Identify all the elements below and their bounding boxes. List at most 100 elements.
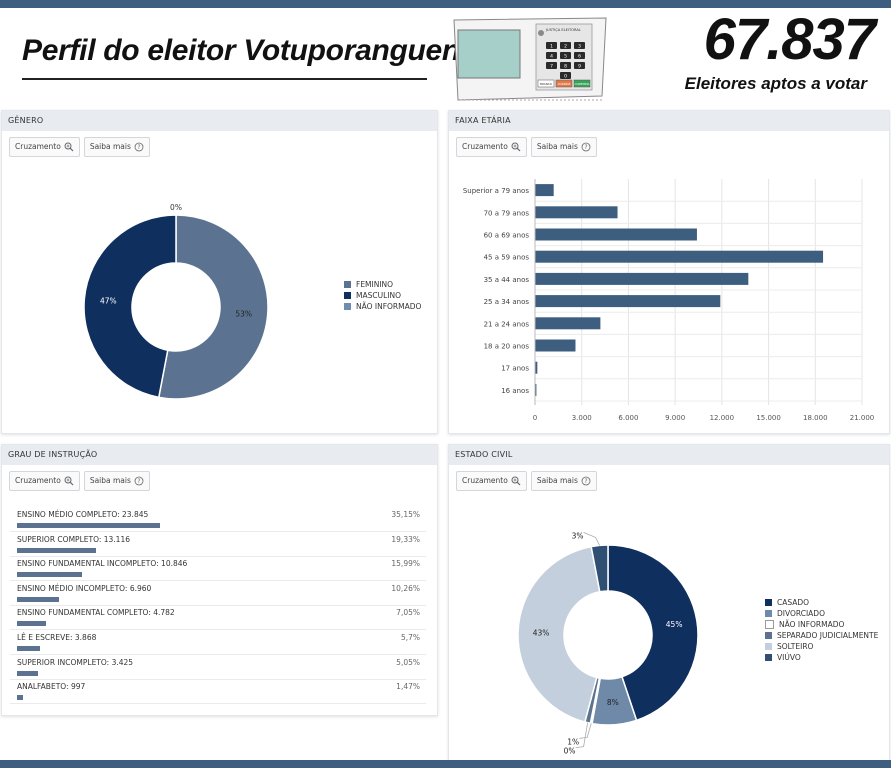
civil-leader-line xyxy=(579,723,592,739)
genero-slice[interactable] xyxy=(83,214,177,399)
legend-swatch xyxy=(344,281,351,288)
instrucao-pct: 1,47% xyxy=(396,682,420,692)
civil-leader-line xyxy=(583,532,600,546)
machine-key-label: 4 xyxy=(550,53,553,59)
instrucao-pct: 5,7% xyxy=(400,633,420,642)
cruzamento-button[interactable]: Cruzamento xyxy=(456,137,527,157)
legend-label: VIÚVO xyxy=(777,653,801,662)
civil-slice-label: 45% xyxy=(666,620,683,629)
y-tick-label: 45 a 59 anos xyxy=(484,254,530,262)
age-bar[interactable] xyxy=(535,339,576,352)
saiba-mais-button[interactable]: Saiba mais ? xyxy=(530,137,597,157)
x-tick-label: 0 xyxy=(533,414,537,422)
instrucao-pct: 7,05% xyxy=(396,608,420,618)
voters-label: Eleitores aptos a votar xyxy=(684,74,867,93)
saiba-mais-label: Saiba mais xyxy=(536,142,578,151)
y-tick-label: 70 a 79 anos xyxy=(484,209,530,217)
instrucao-row[interactable]: SUPERIOR COMPLETO: 13.116 19,33% xyxy=(10,532,426,557)
instrucao-row[interactable]: ANALFABETO: 997 1,47% xyxy=(10,679,426,705)
civil-legend-item[interactable]: SEPARADO JUDICIALMENTE xyxy=(765,630,878,641)
civil-leader-line xyxy=(575,722,588,749)
civil-slice[interactable] xyxy=(590,544,609,593)
machine-button-label: CONFIRMA xyxy=(575,82,590,86)
instrucao-row[interactable]: ENSINO FUNDAMENTAL INCOMPLETO: 10.846 15,… xyxy=(10,556,426,582)
help-icon: ? xyxy=(134,476,144,486)
cruzamento-button[interactable]: Cruzamento xyxy=(456,471,527,491)
instrucao-row[interactable]: ENSINO MÉDIO INCOMPLETO: 6.960 10,26% xyxy=(10,581,426,606)
instrucao-label: ENSINO FUNDAMENTAL INCOMPLETO: 10.846 xyxy=(17,559,188,569)
instrucao-bar xyxy=(17,547,96,553)
age-bar[interactable] xyxy=(535,250,824,263)
help-icon: ? xyxy=(581,142,591,152)
age-bar[interactable] xyxy=(535,361,538,374)
instrucao-pct: 35,15% xyxy=(391,510,420,519)
search-plus-icon xyxy=(511,142,521,152)
machine-key xyxy=(560,72,571,79)
age-bar[interactable] xyxy=(535,206,618,219)
instrucao-row[interactable]: SUPERIOR INCOMPLETO: 3.425 5,05% xyxy=(10,655,426,680)
saiba-mais-button[interactable]: Saiba mais ? xyxy=(530,471,597,491)
saiba-mais-button[interactable]: Saiba mais ? xyxy=(83,137,150,157)
civil-slice-label: 0% xyxy=(564,747,576,756)
saiba-mais-button[interactable]: Saiba mais ? xyxy=(83,471,150,491)
cruzamento-button[interactable]: Cruzamento xyxy=(9,137,80,157)
instrucao-label: SUPERIOR INCOMPLETO: 3.425 xyxy=(17,657,134,667)
age-bar[interactable] xyxy=(535,272,749,285)
legend-label: FEMININO xyxy=(356,280,394,289)
saiba-mais-label: Saiba mais xyxy=(89,142,131,151)
cruzamento-button[interactable]: Cruzamento xyxy=(9,471,80,491)
panel-title: GRAU DE INSTRUÇÃO xyxy=(2,445,437,465)
legend-label: MASCULINO xyxy=(356,291,401,300)
genero-legend-item[interactable]: NÃO INFORMADO xyxy=(344,301,421,312)
civil-legend-item[interactable]: VIÚVO xyxy=(765,652,878,663)
saiba-mais-label: Saiba mais xyxy=(536,476,578,485)
age-bar[interactable] xyxy=(535,295,721,308)
instrucao-label: LÊ E ESCREVE: 3.868 xyxy=(17,633,97,642)
instrucao-label: ENSINO MÉDIO INCOMPLETO: 6.960 xyxy=(17,583,152,593)
genero-legend-item[interactable]: FEMININO xyxy=(344,279,421,290)
x-tick-label: 9.000 xyxy=(665,414,685,422)
instrucao-label: ANALFABETO: 997 xyxy=(17,682,86,692)
panel-title: GÊNERO xyxy=(2,111,437,131)
machine-key-label: 6 xyxy=(578,53,581,59)
title-underline xyxy=(22,78,427,80)
instrucao-row[interactable]: ENSINO FUNDAMENTAL COMPLETO: 4.782 7,05% xyxy=(10,605,426,631)
legend-swatch xyxy=(765,620,774,629)
legend-swatch xyxy=(765,610,772,617)
panel-estado-civil: ESTADO CIVIL Cruzamento Saiba mais ? 45%… xyxy=(448,444,890,762)
civil-slice-label: 43% xyxy=(533,629,550,638)
civil-legend-item[interactable]: DIVORCIADO xyxy=(765,608,878,619)
machine-button-label: BRANCO xyxy=(540,82,553,86)
age-bar[interactable] xyxy=(535,228,697,241)
civil-slice[interactable] xyxy=(607,544,699,722)
instrucao-bar xyxy=(17,646,41,651)
age-bar[interactable] xyxy=(535,383,537,396)
genero-donut-chart: 53% 47% 0% xyxy=(83,203,269,400)
instrucao-pct: 15,99% xyxy=(391,559,420,569)
civil-legend-item[interactable]: SOLTEIRO xyxy=(765,641,878,652)
age-bar[interactable] xyxy=(535,317,601,330)
machine-button xyxy=(555,79,573,88)
y-tick-label: 18 a 20 anos xyxy=(484,343,530,351)
instrucao-label: ENSINO FUNDAMENTAL COMPLETO: 4.782 xyxy=(17,608,175,618)
legend-swatch xyxy=(765,599,772,606)
instrucao-row[interactable]: LÊ E ESCREVE: 3.868 5,7% xyxy=(10,630,426,655)
age-bar[interactable] xyxy=(535,184,554,197)
voting-machine-icon: JUSTIÇA ELEITORAL 1 2 3 4 5 6 7 8 9 0 BRANCO CORRI… xyxy=(453,17,607,101)
machine-key xyxy=(546,52,557,59)
y-tick-label: Superior a 79 anos xyxy=(463,187,529,195)
svg-text:?: ? xyxy=(584,478,587,485)
legend-swatch xyxy=(344,292,351,299)
instrucao-row[interactable]: ENSINO MÉDIO COMPLETO: 23.845 35,15% xyxy=(10,507,426,532)
machine-key xyxy=(560,62,571,69)
instrucao-bar xyxy=(17,523,160,528)
civil-legend-item[interactable]: NÃO INFORMADO xyxy=(765,619,878,630)
genero-legend-item[interactable]: MASCULINO xyxy=(344,290,421,301)
cruzamento-label: Cruzamento xyxy=(15,476,61,485)
civil-legend-item[interactable]: CASADO xyxy=(765,597,878,608)
panel-faixa-etaria: FAIXA ETÁRIA Cruzamento Saiba mais ? 0 3.… xyxy=(448,110,890,434)
legend-label: CASADO xyxy=(777,598,810,607)
civil-slice[interactable] xyxy=(517,545,601,723)
machine-label: JUSTIÇA ELEITORAL xyxy=(545,28,581,32)
genero-slice[interactable] xyxy=(157,214,269,400)
